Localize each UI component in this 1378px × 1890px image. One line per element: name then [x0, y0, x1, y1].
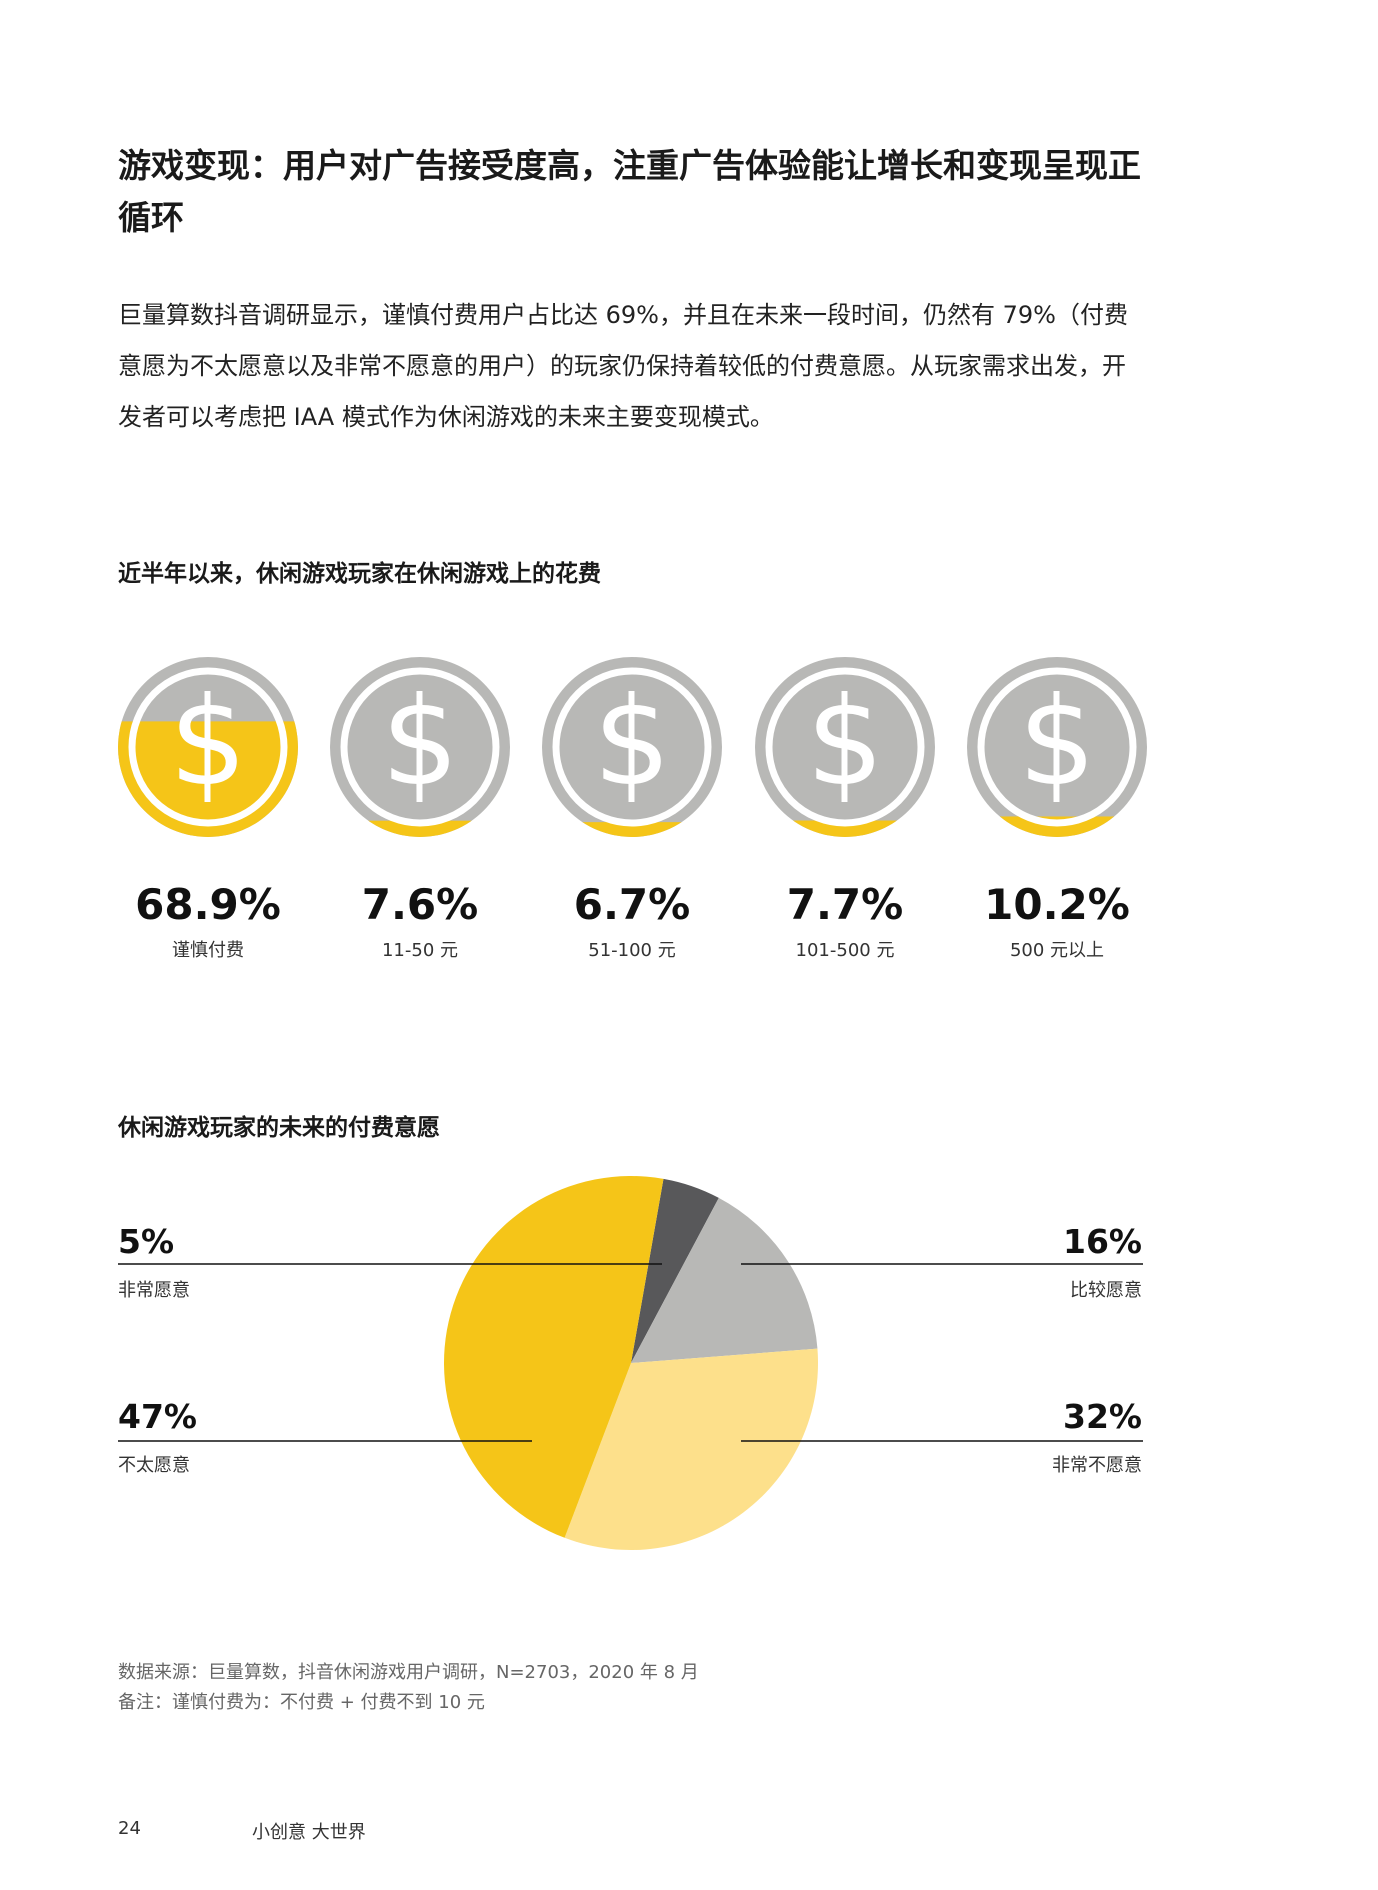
dollar-icon: $ [593, 671, 671, 813]
pie-slice-2 [631, 1197, 818, 1363]
spending-chart-title: 近半年以来，休闲游戏玩家在休闲游戏上的花费 [118, 561, 601, 587]
source-note: 数据来源：巨量算数，抖音休闲游戏用户调研，N=2703，2020 年 8 月 [118, 1662, 699, 1683]
page-brand: 小创意 大世界 [252, 1822, 366, 1843]
pie-slice-1 [631, 1178, 719, 1363]
pie-value-1: 5% [118, 1222, 175, 1261]
pie-category-3: 非常不愿意 [1052, 1455, 1142, 1476]
pie-value-4: 47% [118, 1397, 197, 1436]
dollar-icon: $ [169, 671, 247, 813]
pie-category-2: 比较愿意 [1070, 1280, 1142, 1301]
page-number: 24 [118, 1818, 141, 1839]
pie-value-2: 16% [1063, 1222, 1142, 1261]
footnotes: 数据来源：巨量算数，抖音休闲游戏用户调研，N=2703，2020 年 8 月 备… [118, 1658, 699, 1718]
coin-5: $ [967, 657, 1147, 837]
coin-4: $ [755, 657, 935, 837]
coin-category-1: 谨慎付费 [172, 940, 244, 961]
dollar-icon: $ [1018, 671, 1096, 813]
coin-value-3: 6.7% [573, 880, 691, 929]
pie-category-4: 不太愿意 [118, 1455, 190, 1476]
pie-category-1: 非常愿意 [118, 1280, 190, 1301]
pie-value-3: 32% [1063, 1397, 1142, 1436]
coin-category-3: 51-100 元 [588, 940, 676, 961]
coin-category-2: 11-50 元 [381, 940, 459, 961]
coin-category-5: 500 元以上 [1009, 940, 1105, 961]
coin-1: $ [118, 657, 298, 837]
coin-category-4: 101-500 元 [795, 940, 895, 961]
coin-2: $ [330, 657, 510, 837]
dollar-icon: $ [381, 671, 459, 813]
remark-note: 备注：谨慎付费为：不付费 + 付费不到 10 元 [118, 1692, 485, 1713]
coin-value-2: 7.6% [361, 880, 479, 929]
willingness-chart-title: 休闲游戏玩家的未来的付费意愿 [118, 1115, 440, 1141]
page-title: 游戏变现：用户对广告接受度高，注重广告体验能让增长和变现呈现正循环 [118, 146, 1141, 237]
coin-value-5: 10.2% [984, 880, 1130, 929]
coin-value-4: 7.7% [786, 880, 904, 929]
coin-3: $ [542, 657, 722, 837]
dollar-icon: $ [806, 671, 884, 813]
pie-slice-3 [564, 1348, 818, 1550]
pie-slice-4 [443, 1175, 664, 1538]
intro-paragraph: 巨量算数抖音调研显示，谨慎付费用户占比达 69%，并且在未来一段时间，仍然有 7… [118, 301, 1128, 431]
coin-value-1: 68.9% [135, 880, 281, 929]
